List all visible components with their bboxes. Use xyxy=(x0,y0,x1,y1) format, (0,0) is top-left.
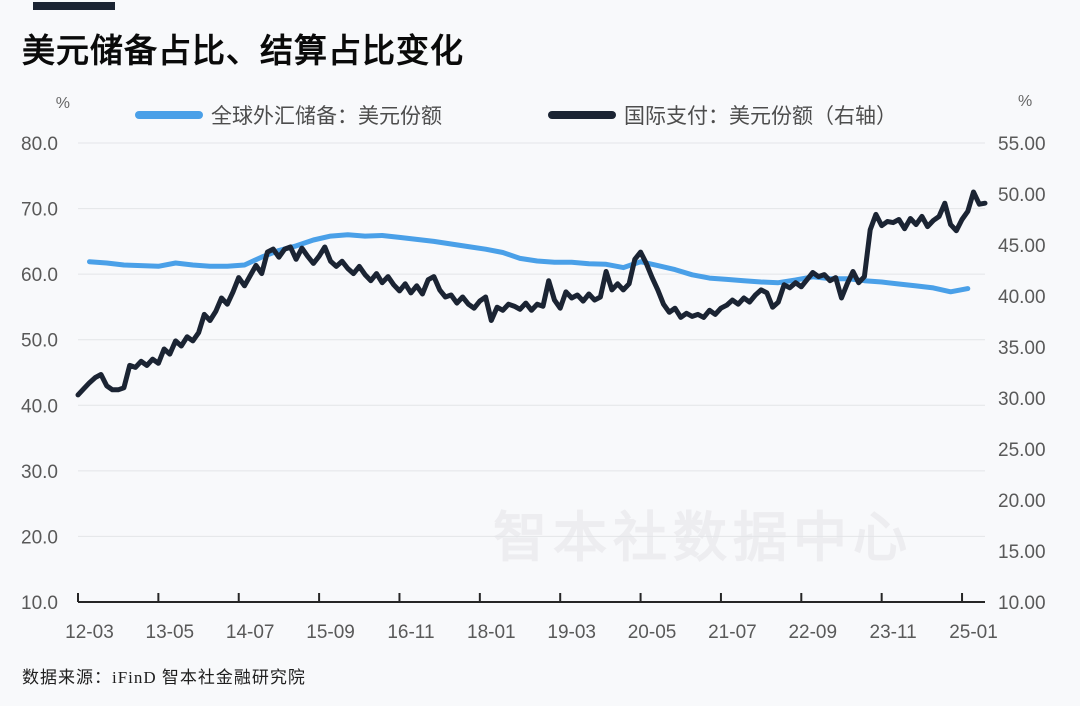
x-axis-tick-label: 21-07 xyxy=(708,622,757,643)
y-axis-right-tick-label: 55.00 xyxy=(998,134,1046,155)
title-accent-bar xyxy=(33,2,115,10)
page-title: 美元储备占比、结算占比变化 xyxy=(22,32,464,69)
x-axis-tick-label: 13-05 xyxy=(146,622,195,643)
y-axis-left-unit: % xyxy=(55,95,70,112)
x-axis-tick-label: 12-03 xyxy=(65,622,114,643)
x-axis-tick-label: 18-01 xyxy=(467,622,516,643)
x-axis-tick-label: 23-11 xyxy=(870,622,917,643)
legend-swatch-dark-line-icon xyxy=(548,111,616,119)
watermark-text: 智本社数据中心 xyxy=(493,508,913,568)
legend-label-intl-payments: 国际支付：美元份额（右轴） xyxy=(624,104,897,128)
legend-label-fx-reserves: 全球外汇储备：美元份额 xyxy=(211,104,442,128)
x-axis-tick-label: 19-03 xyxy=(547,622,596,643)
y-axis-left-tick-label: 30.0 xyxy=(21,462,58,483)
y-axis-right-tick-label: 20.00 xyxy=(998,491,1046,512)
legend-item-fx-reserves: 全球外汇储备：美元份额 xyxy=(135,102,442,128)
y-axis-right-tick-label: 15.00 xyxy=(998,542,1046,563)
x-axis-tick-label: 15-09 xyxy=(306,622,355,643)
y-axis-right-tick-label: 10.00 xyxy=(998,593,1046,614)
legend-item-intl-payments: 国际支付：美元份额（右轴） xyxy=(548,102,897,128)
y-axis-left-tick-label: 10.0 xyxy=(21,593,58,614)
x-axis-tick-label: 16-11 xyxy=(387,622,434,643)
y-axis-left-tick-label: 70.0 xyxy=(21,200,58,221)
x-axis-tick-label: 20-05 xyxy=(628,622,677,643)
y-axis-left-tick-label: 80.0 xyxy=(21,134,58,155)
y-axis-right-tick-label: 40.00 xyxy=(998,287,1046,308)
y-axis-right-tick-label: 30.00 xyxy=(998,389,1046,410)
y-axis-left-tick-label: 50.0 xyxy=(21,331,58,352)
x-axis-tick-label: 25-01 xyxy=(949,622,998,643)
data-source-note: 数据来源：iFinD 智本社金融研究院 xyxy=(22,668,306,687)
y-axis-right-tick-label: 35.00 xyxy=(998,338,1046,359)
x-axis-tick-label: 22-09 xyxy=(788,622,837,643)
y-axis-left-tick-label: 60.0 xyxy=(21,265,58,286)
x-axis-tick-label: 14-07 xyxy=(226,622,275,643)
y-axis-right-tick-label: 50.00 xyxy=(998,185,1046,206)
y-axis-right-tick-label: 45.00 xyxy=(998,236,1046,257)
series-intl-payments-line xyxy=(75,189,988,398)
y-axis-right-unit: % xyxy=(1018,93,1033,110)
y-axis-left-tick-label: 20.0 xyxy=(21,527,58,548)
legend-swatch-blue-line-icon xyxy=(135,111,203,119)
y-axis-left-tick-label: 40.0 xyxy=(21,396,58,417)
y-axis-right-tick-label: 25.00 xyxy=(998,440,1046,461)
